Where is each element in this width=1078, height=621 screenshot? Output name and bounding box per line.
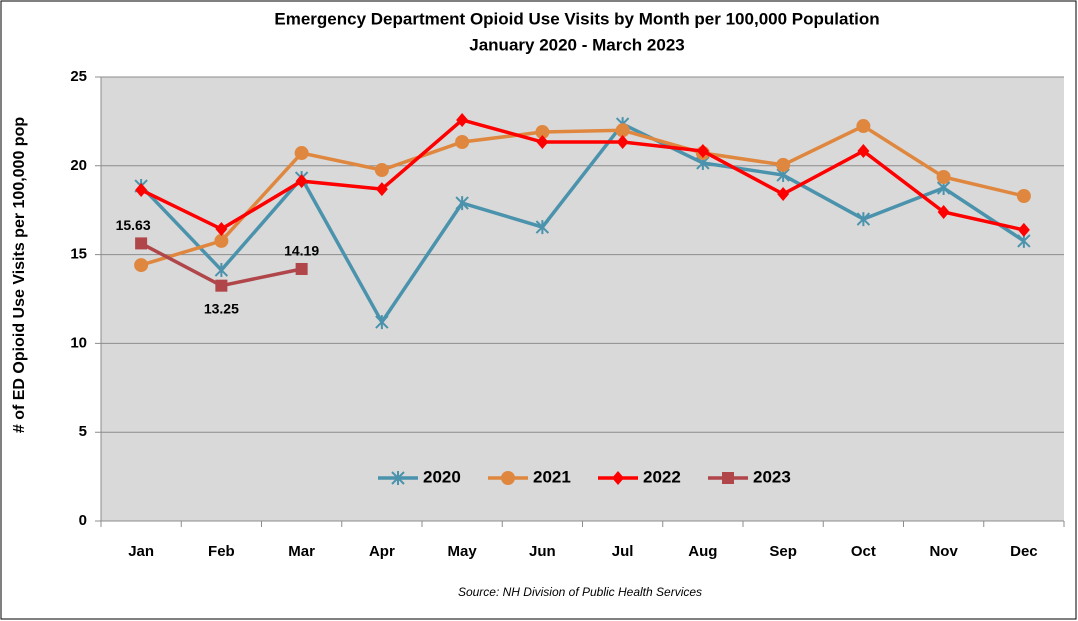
legend-label: 2020 xyxy=(423,467,461,486)
series-line xyxy=(140,124,1025,267)
data-label: 13.25 xyxy=(204,300,239,316)
marker xyxy=(456,112,469,127)
marker xyxy=(776,157,791,172)
data-label: 14.19 xyxy=(284,243,319,259)
y-tick-label: 25 xyxy=(70,68,87,85)
legend-label: 2023 xyxy=(753,467,791,486)
y-tick-label: 10 xyxy=(70,334,87,351)
marker xyxy=(1017,222,1030,237)
y-axis-label: # of ED Opioid Use Visits per 100,000 po… xyxy=(11,117,28,433)
x-tick-label: Nov xyxy=(929,543,958,560)
marker xyxy=(214,233,229,248)
marker xyxy=(455,135,470,150)
marker xyxy=(535,220,550,235)
marker xyxy=(295,262,308,275)
x-tick-label: Jan xyxy=(128,543,154,560)
marker xyxy=(134,258,149,273)
y-tick-label: 15 xyxy=(70,246,87,263)
marker xyxy=(856,212,871,227)
marker xyxy=(375,182,388,197)
marker xyxy=(777,187,790,202)
x-tick-label: Jun xyxy=(529,543,556,560)
x-tick-label: Sep xyxy=(769,543,797,560)
marker xyxy=(616,135,629,150)
y-tick-label: 0 xyxy=(79,512,87,529)
marker xyxy=(857,144,870,159)
marker xyxy=(696,144,709,159)
marker xyxy=(455,196,469,211)
x-tick-label: Oct xyxy=(851,543,876,560)
marker xyxy=(937,204,950,219)
marker xyxy=(722,472,734,484)
x-tick-label: Apr xyxy=(369,543,395,560)
marker xyxy=(215,279,228,292)
chart-title: Emergency Department Opioid Use Visits b… xyxy=(274,9,879,28)
legend-label: 2021 xyxy=(533,467,571,486)
marker xyxy=(135,182,148,197)
x-tick-label: Jul xyxy=(612,543,634,560)
marker xyxy=(615,123,630,138)
marker xyxy=(294,146,309,161)
marker xyxy=(374,163,389,178)
legend-label: 2022 xyxy=(643,467,681,486)
marker xyxy=(612,471,624,485)
marker xyxy=(295,174,308,189)
x-tick-label: Feb xyxy=(208,543,235,560)
x-tick-label: Aug xyxy=(688,543,717,560)
marker xyxy=(936,169,951,184)
x-tick-label: Dec xyxy=(1010,543,1038,560)
series-line xyxy=(139,121,1025,326)
data-label: 15.63 xyxy=(116,217,151,233)
marker xyxy=(391,471,405,485)
marker xyxy=(536,135,549,150)
source-note: Source: NH Division of Public Health Ser… xyxy=(458,585,702,599)
marker xyxy=(375,315,389,330)
marker xyxy=(535,125,550,140)
marker xyxy=(135,237,148,250)
chart-subtitle: January 2020 - March 2023 xyxy=(469,35,684,54)
y-tick-label: 5 xyxy=(79,423,87,440)
y-tick-label: 20 xyxy=(70,157,87,174)
marker xyxy=(214,263,229,278)
x-tick-label: May xyxy=(448,543,478,560)
x-tick-label: Mar xyxy=(288,543,315,560)
marker xyxy=(856,119,871,134)
marker xyxy=(215,222,228,237)
marker xyxy=(1016,188,1031,203)
series-line xyxy=(140,118,1025,232)
marker xyxy=(501,471,515,485)
